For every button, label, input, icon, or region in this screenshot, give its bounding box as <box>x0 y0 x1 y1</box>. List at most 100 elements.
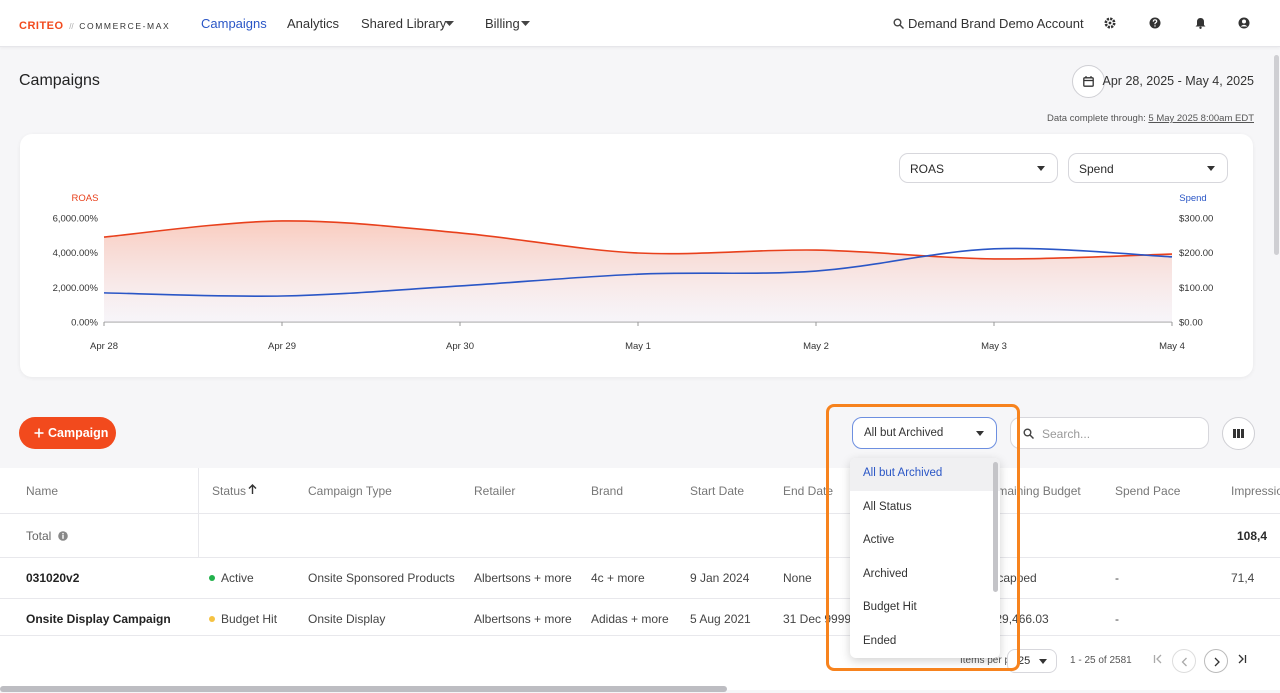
column-header[interactable]: Remaining Budget <box>982 484 1081 498</box>
y2-tick-label: $300.00 <box>1179 214 1213 225</box>
table-cell: Albertsons + more <box>474 612 572 626</box>
menu-scrollbar <box>993 462 998 592</box>
column-header[interactable]: Name <box>26 484 59 498</box>
status-filter-select[interactable]: All but Archived <box>852 417 997 449</box>
vertical-scrollbar[interactable] <box>1274 55 1279 255</box>
data-complete-note: Data complete through: 5 May 2025 8:00am… <box>1047 113 1254 124</box>
page-size-select[interactable]: 25 <box>1007 649 1057 673</box>
select-caret <box>1039 659 1047 664</box>
select-caret <box>1207 166 1215 171</box>
column-header[interactable]: Start Date <box>690 484 745 498</box>
x-tick-label: May 2 <box>803 341 829 352</box>
search-icon <box>1023 428 1034 439</box>
date-range[interactable]: Apr 28, 2025 - May 4, 2025 <box>1102 74 1254 88</box>
filter-option[interactable]: Ended <box>863 634 897 647</box>
page-range: 1 - 25 of 2581 <box>1070 655 1132 666</box>
series-area <box>104 220 1172 322</box>
column-header[interactable]: Retailer <box>474 484 516 498</box>
search-box[interactable]: Search... <box>1010 417 1209 449</box>
table-cell: 71,4 <box>1231 571 1255 585</box>
metric-select-right[interactable]: Spend <box>1068 153 1228 183</box>
status-dot <box>209 616 215 622</box>
campaign-name[interactable]: 031020v2 <box>26 571 80 585</box>
y2-tick-label: $100.00 <box>1179 283 1213 294</box>
table-cell: 31 Dec 9999 <box>783 612 852 626</box>
x-tick-label: Apr 28 <box>90 341 118 352</box>
data-complete-value[interactable]: 5 May 2025 8:00am EDT <box>1148 113 1254 124</box>
prev-page-button[interactable] <box>1172 649 1196 673</box>
x-tick-label: May 3 <box>981 341 1007 352</box>
table-cell: Albertsons + more <box>474 571 572 585</box>
page-title: Campaigns <box>19 72 100 89</box>
filter-option[interactable]: Budget Hit <box>863 601 917 613</box>
info-icon[interactable] <box>58 531 68 541</box>
columns-icon <box>1233 429 1244 438</box>
column-header[interactable]: End Date <box>783 484 834 498</box>
nav-analytics[interactable]: Analytics <box>287 16 340 31</box>
settings-icon[interactable] <box>1104 17 1116 29</box>
filter-option[interactable]: All Status <box>863 500 912 513</box>
filter-option[interactable]: All but Archived <box>850 458 1000 491</box>
nav-billing[interactable]: Billing <box>485 16 520 31</box>
filter-option[interactable]: Active <box>863 534 895 546</box>
next-icon <box>1214 657 1220 667</box>
x-tick-label: Apr 29 <box>268 341 296 352</box>
logo[interactable]: CRITEO // COMMERCE-MAX <box>19 17 170 32</box>
help-icon[interactable] <box>1149 17 1161 29</box>
total-impressions: 108,4 <box>1237 529 1268 543</box>
column-header[interactable]: Campaign Type <box>308 484 392 498</box>
user-icon[interactable] <box>1238 17 1250 29</box>
column-header[interactable]: Spend Pace <box>1115 484 1181 498</box>
nav-campaigns[interactable]: Campaigns <box>201 16 267 31</box>
account-search-icon <box>893 18 904 29</box>
status-dot <box>209 575 215 581</box>
metric-select-left[interactable]: ROAS <box>899 153 1058 183</box>
table-cell: Active <box>221 571 254 585</box>
horizontal-scrollbar[interactable] <box>0 686 727 692</box>
y2-tick-label: $200.00 <box>1179 248 1213 259</box>
account-name[interactable]: Demand Brand Demo Account <box>908 16 1084 31</box>
campaigns-table: Total 108,4 Items per page 25 1 - 25 of … <box>0 468 1280 690</box>
plus-icon <box>34 428 44 438</box>
new-campaign-label: Campaign <box>48 426 109 440</box>
select-caret <box>1037 166 1045 171</box>
nav-caret <box>521 21 530 26</box>
y-axis-title: ROAS <box>72 193 99 204</box>
total-label: Total <box>26 529 52 543</box>
first-page-button[interactable] <box>1153 654 1165 664</box>
logo-separator: // <box>69 22 74 31</box>
columns-button[interactable] <box>1222 417 1255 450</box>
table-cell: - <box>1115 612 1119 626</box>
table-cell: 9 Jan 2024 <box>690 571 750 585</box>
chart-card: ROAS Spend ROAS Spend 0.00% 2,000.00% 4,000.… <box>20 134 1253 377</box>
logo-brand: CRITEO <box>19 20 64 32</box>
metric-select-left-value: ROAS <box>910 162 945 176</box>
row-divider <box>0 513 1280 514</box>
y2-axis-title: Spend <box>1179 193 1206 204</box>
notifications-icon[interactable] <box>1195 17 1206 29</box>
column-divider <box>198 468 199 557</box>
column-header[interactable]: Status <box>212 484 247 498</box>
campaign-name[interactable]: Onsite Display Campaign <box>26 612 171 626</box>
row-divider <box>0 557 1280 558</box>
table-cell: 5 Aug 2021 <box>690 612 751 626</box>
table-cell: None <box>783 571 812 585</box>
sort-arrow[interactable] <box>248 484 257 495</box>
nav-caret <box>445 21 454 26</box>
logo-product: COMMERCE-MAX <box>79 21 171 31</box>
filter-option[interactable]: Archived <box>863 567 908 580</box>
chart: ROAS Spend 0.00% 2,000.00% 4,000.00% 6,000.00… <box>53 193 1214 352</box>
table-cell: Adidas + more <box>591 612 669 626</box>
column-header[interactable]: Impressions <box>1231 484 1280 498</box>
column-header[interactable]: Brand <box>591 484 624 498</box>
last-page-button[interactable] <box>1236 654 1248 664</box>
nav-shared-library[interactable]: Shared Library <box>361 16 447 31</box>
table-cell: Onsite Display <box>308 612 386 626</box>
next-page-button[interactable] <box>1204 649 1228 673</box>
table-cell: - <box>1115 571 1119 585</box>
select-caret <box>976 431 984 436</box>
date-picker-button[interactable] <box>1072 65 1105 98</box>
new-campaign-button[interactable]: Campaign <box>19 417 116 449</box>
